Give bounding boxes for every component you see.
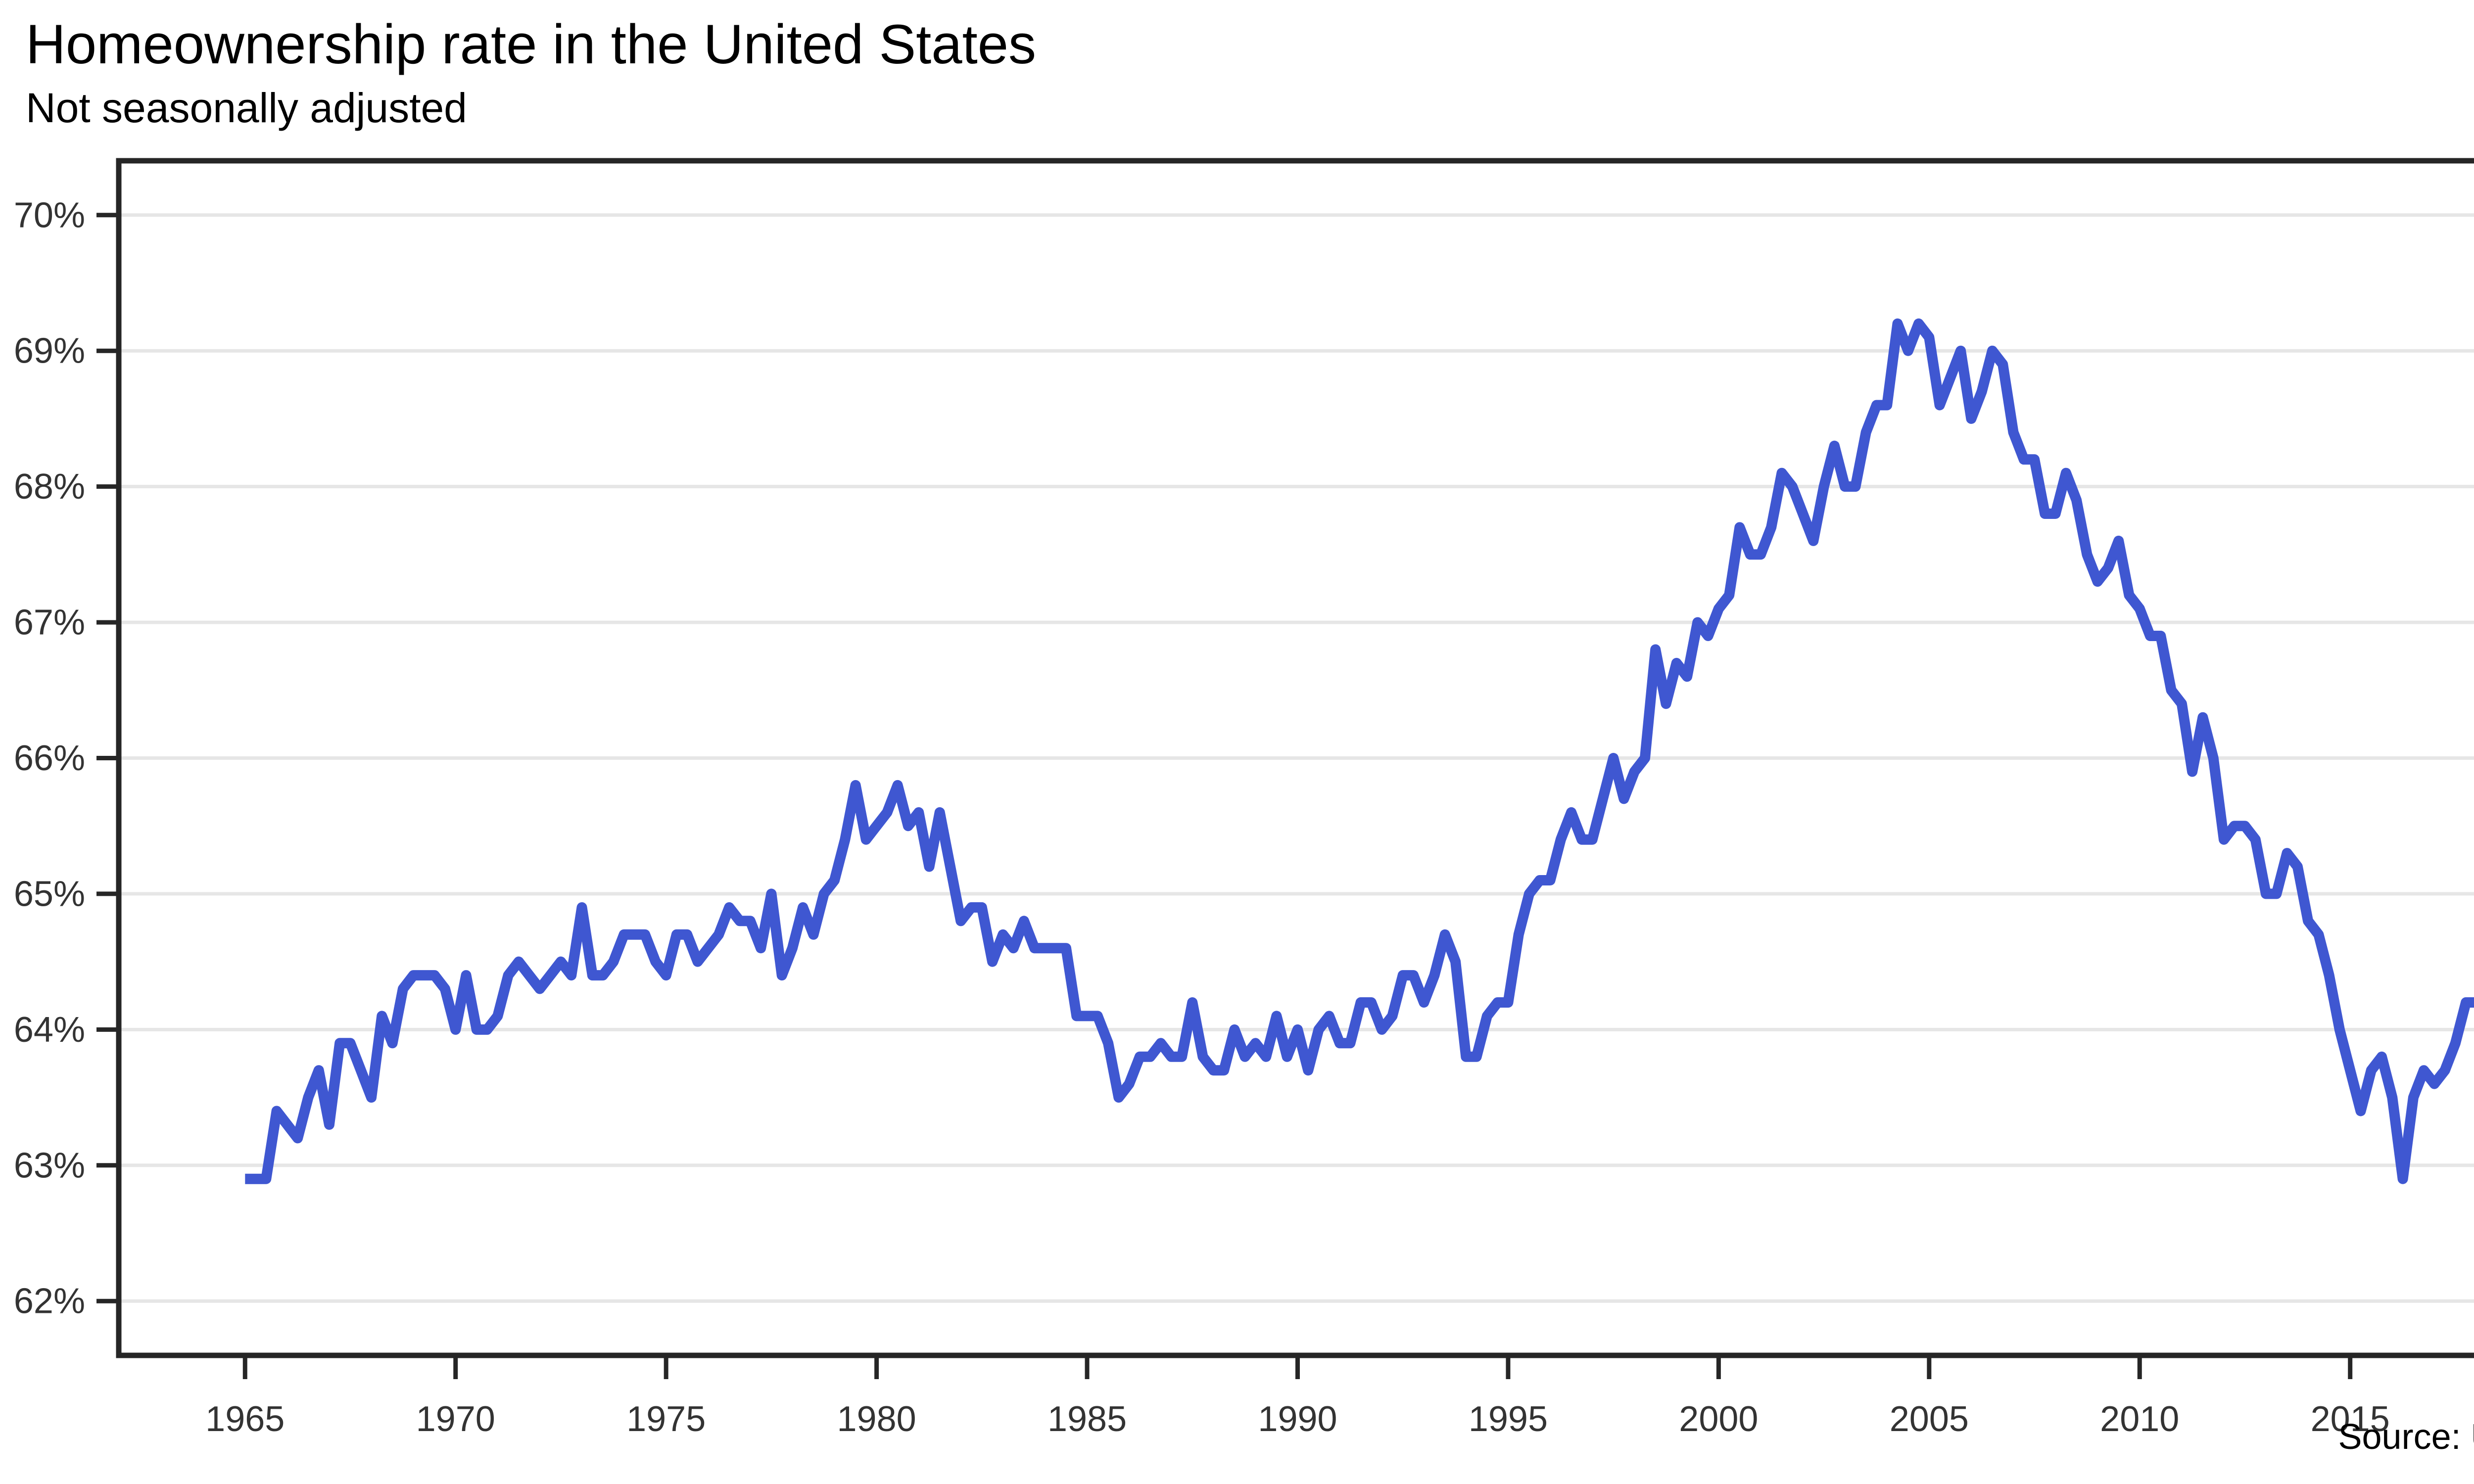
y-tick-label: 69% <box>14 331 85 371</box>
x-tick-label: 1970 <box>416 1399 495 1439</box>
y-tick-label: 64% <box>14 1010 85 1050</box>
x-tick-label: 1985 <box>1047 1399 1127 1439</box>
y-tick-label: 67% <box>14 603 85 643</box>
x-tick-label: 1990 <box>1258 1399 1337 1439</box>
homeownership-rate-line <box>245 318 2474 1184</box>
y-tick-label: 62% <box>14 1282 85 1321</box>
source-note: Source: U.S. Census Bureau via FRED <box>2338 1417 2474 1457</box>
y-tick-label: 63% <box>14 1146 85 1185</box>
x-tick-label: 2010 <box>2100 1399 2179 1439</box>
y-tick-label: 66% <box>14 739 85 778</box>
x-tick-label: 1965 <box>205 1399 285 1439</box>
x-tick-label: 1980 <box>837 1399 916 1439</box>
chart-subtitle: Not seasonally adjusted <box>26 85 467 131</box>
y-tick-label: 70% <box>14 195 85 235</box>
x-tick-label: 2015 <box>2311 1399 2390 1439</box>
x-tick-label: 1995 <box>1469 1399 1548 1439</box>
x-tick-label: 1975 <box>626 1399 706 1439</box>
y-tick-label: 68% <box>14 467 85 507</box>
chart-title: Homeownership rate in the United States <box>26 13 1036 75</box>
x-tick-label: 2000 <box>1679 1399 1758 1439</box>
x-tick-label: 2005 <box>1890 1399 1969 1439</box>
y-tick-label: 65% <box>14 874 85 914</box>
